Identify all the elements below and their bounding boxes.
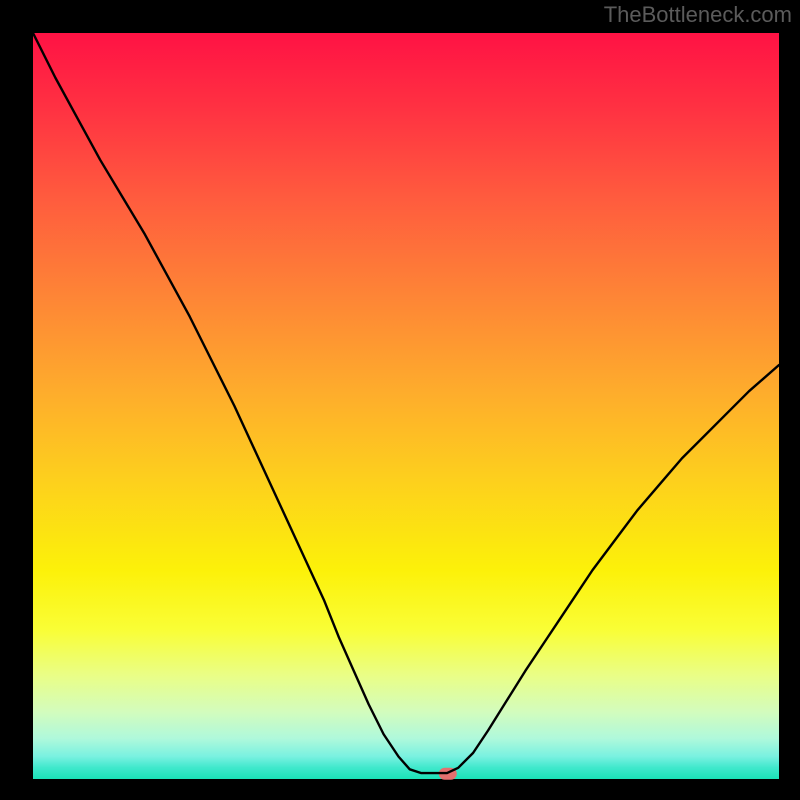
chart-stage: TheBottleneck.com (0, 0, 800, 800)
plot-background (33, 33, 779, 779)
attribution-label: TheBottleneck.com (604, 2, 792, 28)
bottleneck-chart (0, 0, 800, 800)
